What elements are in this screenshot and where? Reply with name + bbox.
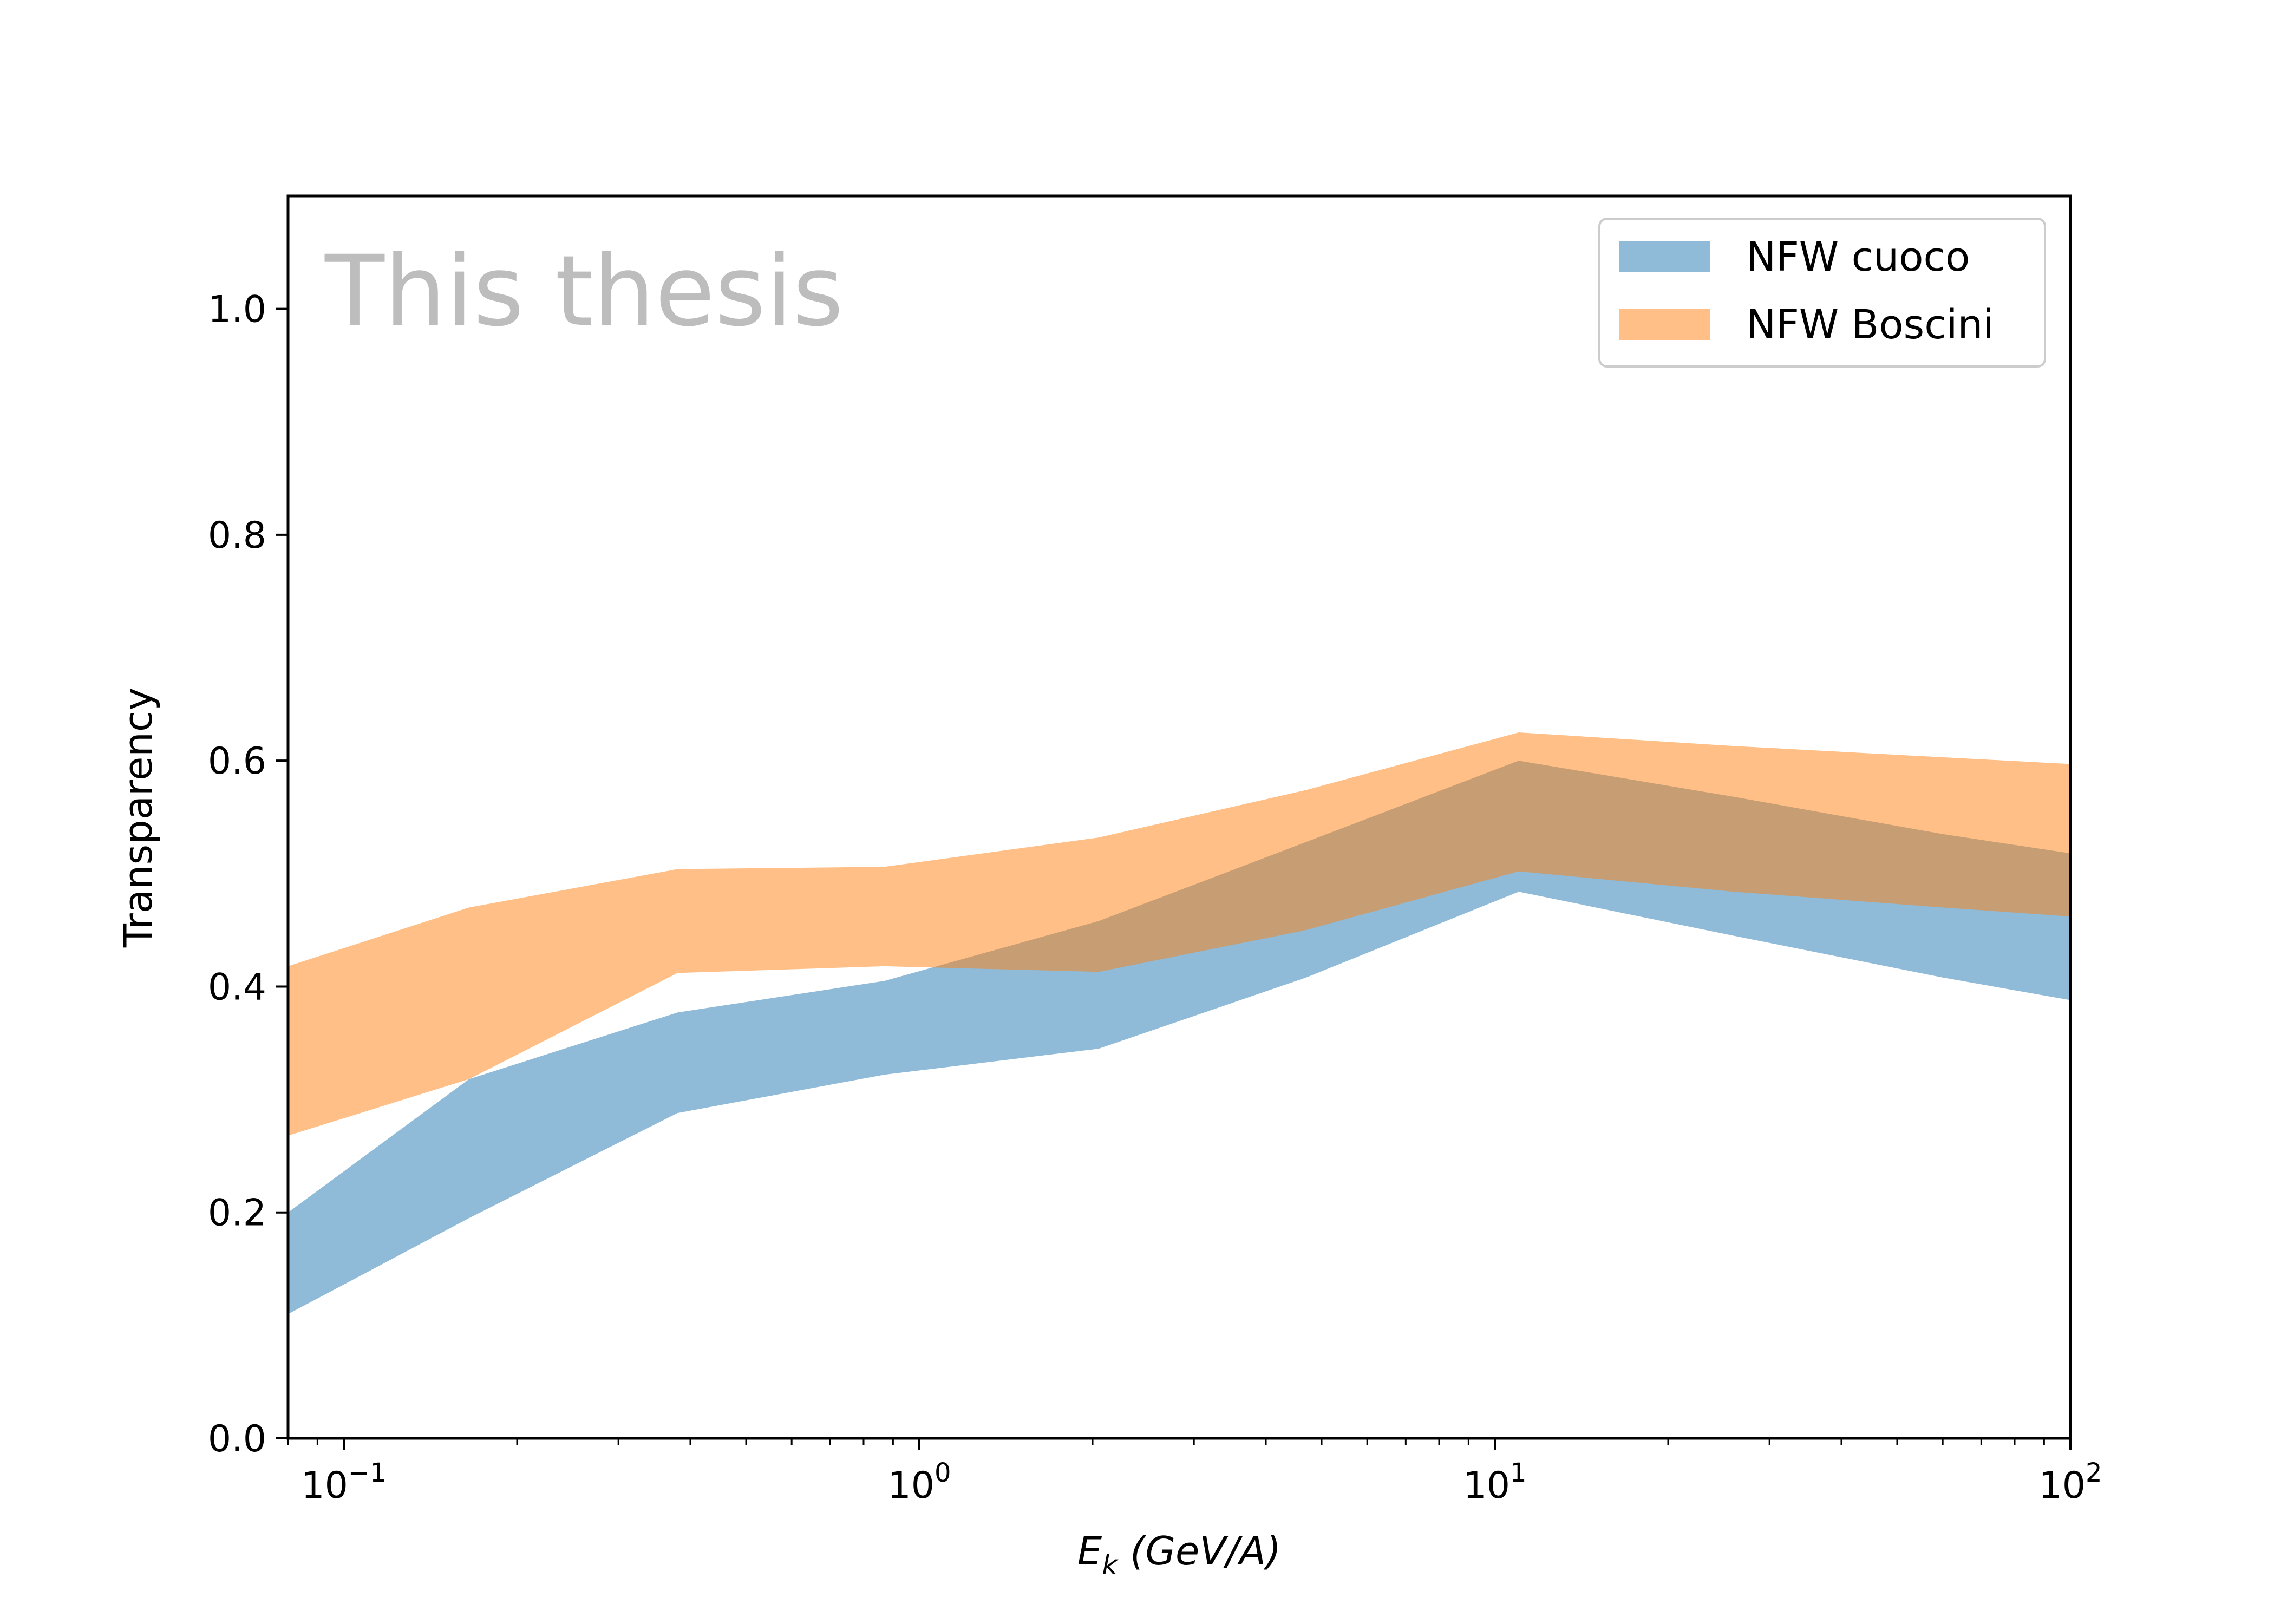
band-nfw-boscini	[288, 732, 2070, 1136]
bands-group	[288, 732, 2070, 1314]
band-nfw-cuoco	[288, 761, 2070, 1314]
x-tick-label: 102	[2038, 1458, 2102, 1507]
y-tick-label: 0.2	[208, 1192, 266, 1235]
legend-swatch-nfw-cuoco	[1619, 241, 1710, 272]
x-tick-label: 100	[887, 1458, 951, 1507]
x-tick-label: 101	[1463, 1458, 1526, 1507]
legend-box	[1598, 218, 2046, 368]
y-tick-label: 0.6	[208, 740, 266, 783]
x-tick-label: 10−1	[301, 1458, 386, 1507]
legend-swatch-nfw-boscini	[1619, 309, 1710, 340]
x-axis-label-sub: k	[1102, 1549, 1119, 1581]
y-tick-label: 0.4	[208, 966, 266, 1009]
legend: NFW cuoco NFW Boscini	[1598, 218, 2046, 368]
x-ticks-group: 10−1 100 101 102	[287, 1438, 2102, 1507]
legend-label-nfw-cuoco: NFW cuoco	[1746, 234, 1970, 280]
y-tick-label: 0.0	[208, 1418, 266, 1461]
y-tick-label: 0.8	[208, 514, 266, 557]
x-axis-label: Ek (GeV/A)	[1077, 1528, 1281, 1581]
legend-label-nfw-boscini: NFW Boscini	[1746, 302, 1994, 348]
y-ticks-group: 0.0 0.2 0.4 0.6 0.8 1.0	[208, 289, 288, 1461]
y-axis-label: Transparency	[115, 687, 161, 948]
plot-frame	[286, 194, 2072, 1440]
watermark-text: This thesis	[324, 235, 844, 348]
y-tick-label: 1.0	[208, 289, 266, 331]
x-axis-label-main: E	[1077, 1528, 1102, 1574]
x-axis-label-rest: (GeV/A)	[1118, 1528, 1281, 1574]
